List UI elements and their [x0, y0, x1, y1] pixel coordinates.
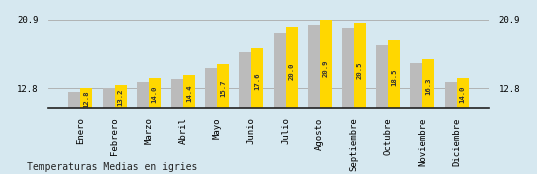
Bar [217, 64, 229, 108]
Bar [410, 63, 423, 108]
Text: 14.4: 14.4 [186, 84, 192, 102]
Text: 15.7: 15.7 [220, 79, 226, 97]
Bar [171, 78, 183, 108]
Bar [342, 28, 354, 108]
Bar [81, 88, 92, 108]
Bar [68, 92, 81, 108]
Bar [423, 59, 434, 108]
Bar [456, 78, 469, 108]
Bar [183, 75, 195, 108]
Bar [308, 25, 320, 108]
Text: Temperaturas Medias en igries: Temperaturas Medias en igries [27, 162, 197, 172]
Bar [149, 78, 161, 108]
Bar [388, 40, 400, 108]
Bar [103, 88, 114, 108]
Bar [240, 52, 251, 108]
Bar [114, 85, 127, 108]
Bar [137, 82, 149, 108]
Text: 20.0: 20.0 [288, 63, 295, 80]
Bar [354, 23, 366, 108]
Bar [320, 20, 332, 108]
Text: 20.5: 20.5 [357, 61, 363, 78]
Text: 14.0: 14.0 [460, 86, 466, 103]
Bar [205, 68, 217, 108]
Text: 20.9: 20.9 [323, 60, 329, 77]
Bar [376, 45, 388, 108]
Text: 17.6: 17.6 [255, 72, 260, 90]
Bar [286, 27, 297, 108]
Bar [251, 48, 263, 108]
Text: 13.2: 13.2 [118, 89, 124, 106]
Text: 14.0: 14.0 [152, 86, 158, 103]
Text: 12.8: 12.8 [83, 90, 89, 108]
Text: 18.5: 18.5 [391, 69, 397, 86]
Bar [274, 33, 286, 108]
Text: 16.3: 16.3 [425, 77, 431, 94]
Bar [445, 82, 456, 108]
